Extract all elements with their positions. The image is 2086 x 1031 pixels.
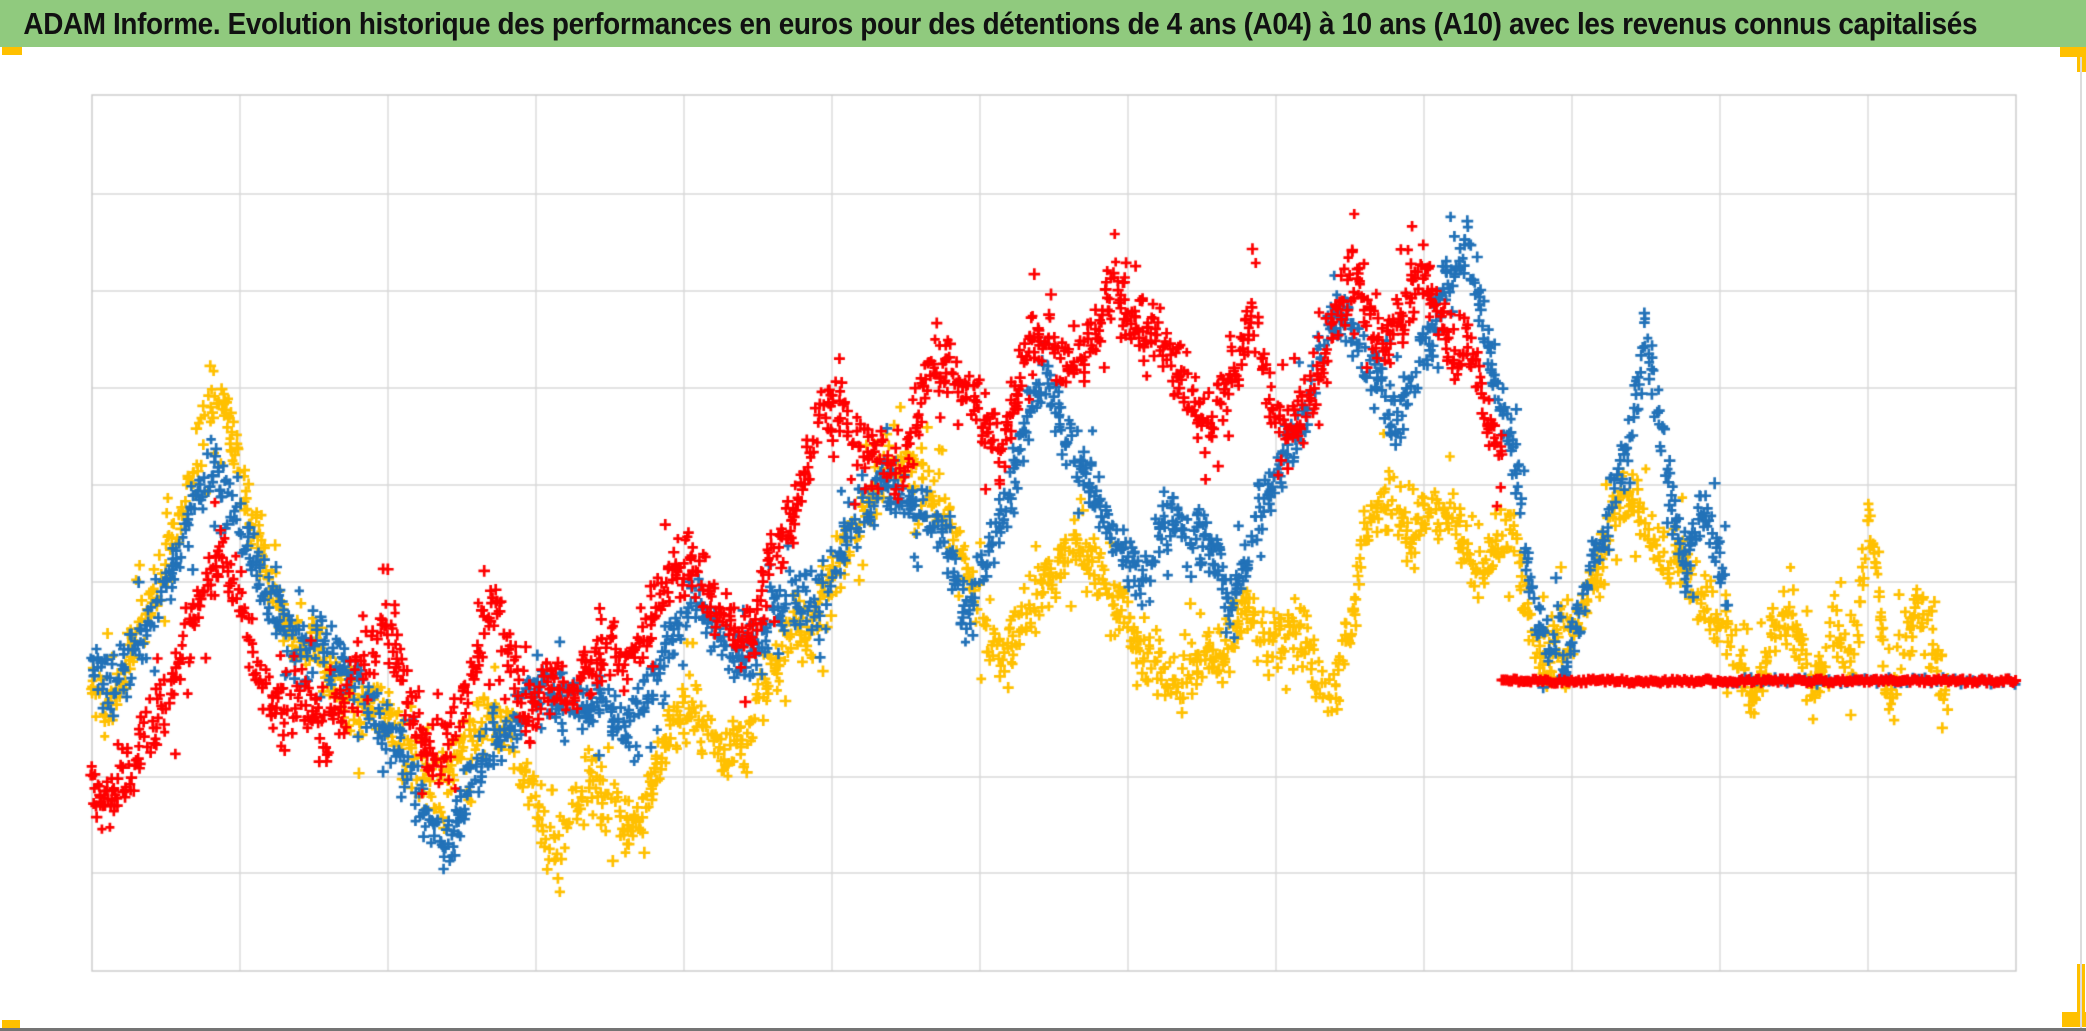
bottom-edge-line — [0, 1028, 2086, 1031]
gold-bracket-top-right-horizontal — [2060, 47, 2086, 57]
gold-bracket-bottom-right-foot — [2062, 1012, 2086, 1027]
right-edge-line — [2080, 57, 2082, 1028]
gold-tab-bottom-left — [2, 1020, 20, 1029]
gold-tab-top-left — [2, 47, 22, 55]
